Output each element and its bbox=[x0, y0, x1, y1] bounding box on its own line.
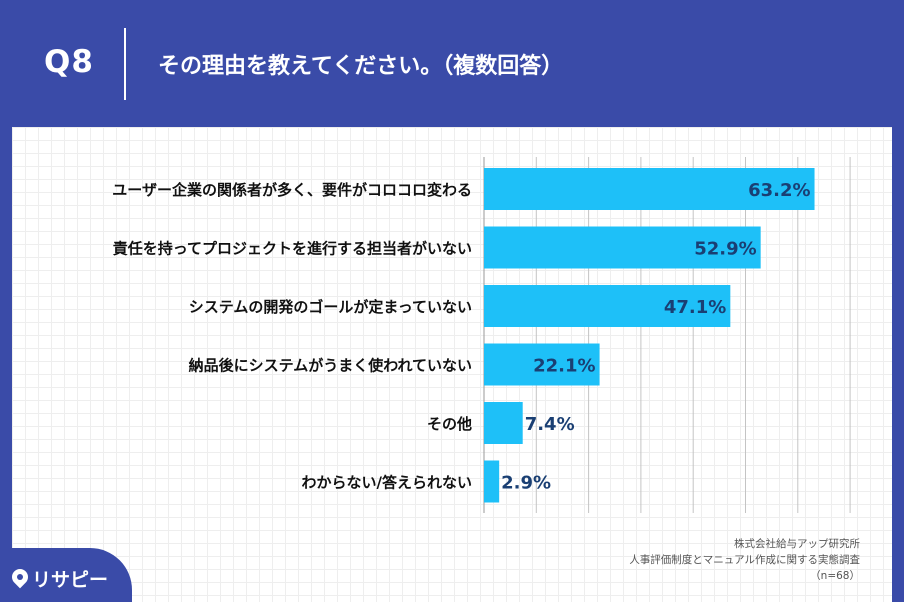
value-label-1: 63.2% bbox=[748, 180, 810, 201]
bar-chart: ユーザー企業の関係者が多く、要件がコロコロ変わる 63.2% 責任を持ってプロジェク… bbox=[112, 157, 851, 513]
category-label-1: ユーザー企業の関係者が多く、要件がコロコロ変わる bbox=[112, 181, 472, 199]
category-label-4: 納品後にシステムがうまく使われていない bbox=[189, 357, 472, 375]
category-label-3: システムの開発のゴールが定まっていない bbox=[189, 298, 472, 316]
value-label-3: 47.1% bbox=[664, 297, 726, 318]
value-label-2: 52.9% bbox=[694, 239, 756, 260]
location-pin-icon bbox=[8, 565, 32, 589]
credit-company: 株式会社給与アップ研究所 bbox=[734, 538, 860, 550]
bar-2 bbox=[484, 226, 761, 269]
logo-text: リサピー bbox=[32, 569, 109, 591]
category-label-6: わからない/答えられない bbox=[302, 474, 472, 492]
category-label-5: その他 bbox=[427, 415, 472, 433]
bar-1 bbox=[484, 168, 815, 210]
bar-6 bbox=[484, 460, 500, 503]
bar-3 bbox=[484, 285, 731, 327]
bar-5 bbox=[484, 402, 523, 444]
credit-survey-title: 人事評価制度とマニュアル作成に関する実態調査 bbox=[629, 554, 860, 566]
header: Q8 その理由を教えてください。（複数回答） bbox=[0, 0, 904, 127]
value-label-4: 22.1% bbox=[533, 356, 595, 377]
chart-panel: ユーザー企業の関係者が多く、要件がコロコロ変わる 63.2% 責任を持ってプロジェク… bbox=[12, 127, 892, 602]
brand-logo: リサピー bbox=[0, 548, 132, 602]
header-divider bbox=[124, 28, 126, 100]
bar-4 bbox=[484, 343, 600, 386]
credit-sample-size: （n=68） bbox=[810, 570, 860, 582]
question-title: その理由を教えてください。（複数回答） bbox=[158, 54, 564, 79]
value-label-6: 2.9% bbox=[501, 473, 551, 494]
value-label-5: 7.4% bbox=[525, 414, 575, 435]
survey-credit: 株式会社給与アップ研究所 人事評価制度とマニュアル作成に関する実態調査 （n=6… bbox=[629, 536, 860, 584]
category-label-2: 責任を持ってプロジェクトを進行する担当者がいない bbox=[113, 240, 472, 258]
question-number: Q8 bbox=[44, 44, 94, 80]
